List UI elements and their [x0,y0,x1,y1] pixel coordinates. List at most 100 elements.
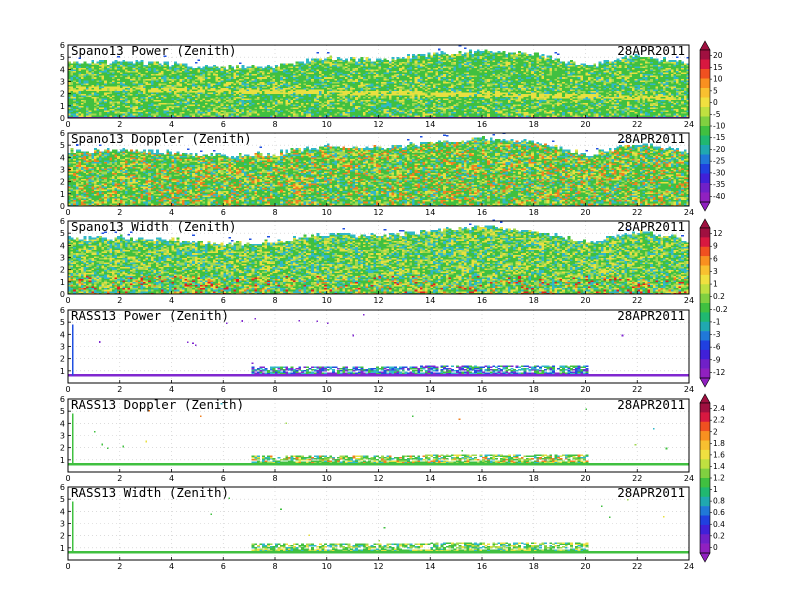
cell [194,84,198,87]
cell [93,110,97,113]
cell [202,70,206,73]
cell [218,114,221,117]
cell [189,96,193,99]
cell [192,101,196,104]
cell [223,110,227,113]
cell [75,110,79,113]
cell [104,61,108,64]
cell [176,67,180,70]
cell [187,108,190,111]
cell [158,102,162,105]
cell [155,116,159,119]
cell [109,104,113,107]
cell [202,92,206,94]
cell [130,63,133,66]
cell [137,63,141,66]
cell [122,110,126,113]
cell [145,87,149,90]
cell [277,95,281,98]
cell [86,92,89,94]
cell [96,83,100,85]
cell [207,95,211,98]
cell [148,101,152,104]
cell [199,89,203,91]
cell [161,113,165,116]
cell [68,64,71,67]
cell [114,93,118,96]
cell [267,110,271,113]
cell [275,105,278,108]
cell [218,70,221,73]
cell [155,72,159,75]
cell [124,99,128,102]
cell [272,89,276,91]
cell [161,72,165,75]
cell [225,78,229,81]
cell [155,101,159,104]
cell [132,81,136,84]
cell [73,105,77,108]
cell [174,84,177,87]
cell [101,111,105,114]
cell [75,76,79,79]
cell [212,78,216,81]
cell [117,114,121,117]
cell [150,84,154,87]
cell [70,73,74,76]
cell [168,99,172,102]
cell [155,84,159,87]
cell [199,107,203,110]
cell [249,89,253,91]
cell [220,105,224,108]
cell [277,101,281,104]
cell [78,99,82,102]
cell [155,64,159,67]
cell [264,70,268,73]
cell [241,66,245,69]
cell [153,101,157,104]
cell [197,66,201,69]
cell [114,60,118,63]
cell [194,113,198,116]
cell [262,114,265,117]
cell [145,76,149,79]
cell [210,76,214,79]
cell [122,66,126,69]
cell [163,67,167,70]
cell [99,78,102,81]
cell [150,67,154,70]
cell [148,99,152,102]
cell [262,86,265,88]
cell [174,108,177,111]
cell [210,83,214,85]
cell [223,116,227,119]
cell [262,116,265,119]
cell [202,105,206,108]
cell [163,98,167,101]
cell [140,61,144,64]
cell [158,89,162,91]
cell [70,75,74,78]
cell [101,96,105,99]
cell [225,105,229,108]
cell [375,58,379,61]
cell [145,69,149,72]
cell [99,84,102,87]
cell [163,93,167,96]
cell [238,105,242,108]
cell [199,96,203,99]
cell [189,95,193,98]
cell [130,110,133,113]
cell [236,72,240,75]
cell [246,66,250,69]
cell [171,102,175,105]
cell [251,93,255,96]
cell [243,83,247,85]
cell [246,111,250,114]
cell [391,57,395,59]
cell [220,93,224,96]
cell [78,57,81,60]
cell [179,86,183,88]
cell [68,114,71,117]
cell [106,64,110,67]
